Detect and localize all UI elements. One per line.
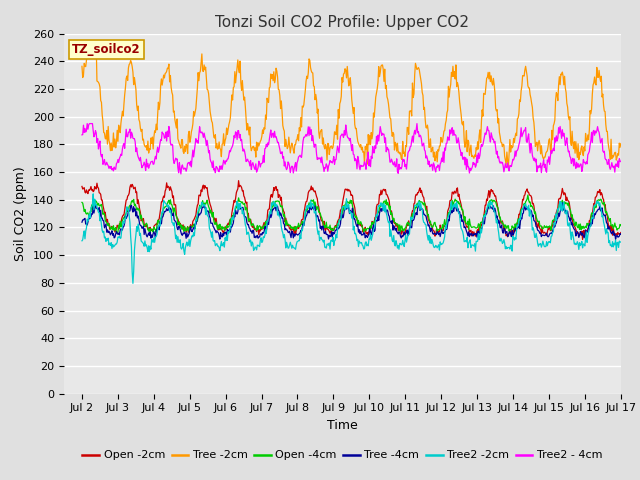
Text: TZ_soilco2: TZ_soilco2 — [72, 43, 141, 56]
Tree -2cm — [227, 104, 235, 110]
Tree2 -2cm — [617, 240, 625, 245]
Tree -2cm — [144, 138, 152, 144]
Line: Open -4cm: Open -4cm — [82, 195, 621, 233]
Tree2 - 4cm — [88, 120, 96, 126]
Open -2cm — [617, 230, 625, 236]
Tree2 - 4cm — [144, 161, 152, 167]
Tree -4cm — [417, 206, 424, 212]
Open -2cm — [198, 189, 205, 194]
Tree2 - 4cm — [177, 171, 185, 177]
Tree -2cm — [617, 141, 625, 146]
Tree2 -2cm — [228, 215, 236, 220]
Tree -4cm — [198, 206, 205, 212]
X-axis label: Time: Time — [327, 419, 358, 432]
Open -4cm — [199, 198, 207, 204]
Tree -4cm — [227, 229, 234, 235]
Line: Tree2 -2cm: Tree2 -2cm — [82, 194, 621, 283]
Tree2 - 4cm — [83, 120, 91, 126]
Open -4cm — [433, 229, 441, 235]
Tree -2cm — [78, 63, 86, 69]
Open -4cm — [88, 202, 95, 208]
Open -2cm — [433, 227, 441, 232]
Tree2 -2cm — [78, 238, 86, 244]
Tree2 - 4cm — [228, 144, 236, 150]
Open -2cm — [88, 187, 95, 193]
Tree -2cm — [199, 68, 207, 74]
Tree -4cm — [617, 231, 625, 237]
Tree2 -2cm — [88, 204, 95, 210]
Tree -4cm — [612, 236, 620, 242]
Tree -4cm — [78, 219, 86, 225]
Open -2cm — [418, 187, 426, 193]
Open -4cm — [78, 200, 86, 205]
Tree -2cm — [88, 42, 96, 48]
Legend: Open -2cm, Tree -2cm, Open -4cm, Tree -4cm, Tree2 -2cm, Tree2 - 4cm: Open -2cm, Tree -2cm, Open -4cm, Tree -4… — [78, 446, 607, 465]
Open -4cm — [143, 222, 151, 228]
Tree2 - 4cm — [434, 162, 442, 168]
Tree2 - 4cm — [78, 132, 86, 138]
Tree -2cm — [433, 159, 441, 165]
Open -4cm — [227, 222, 235, 228]
Open -2cm — [143, 224, 151, 230]
Tree2 - 4cm — [200, 134, 207, 140]
Line: Tree2 - 4cm: Tree2 - 4cm — [82, 123, 621, 174]
Tree2 -2cm — [419, 205, 426, 211]
Tree2 - 4cm — [419, 143, 426, 149]
Tree2 -2cm — [129, 280, 137, 286]
Open -2cm — [227, 216, 234, 222]
Tree2 -2cm — [200, 203, 207, 209]
Tree -2cm — [504, 164, 512, 170]
Tree2 -2cm — [434, 243, 442, 249]
Open -4cm — [524, 192, 532, 198]
Open -4cm — [147, 230, 154, 236]
Tree2 -2cm — [90, 191, 97, 197]
Tree -2cm — [86, 42, 93, 48]
Tree2 - 4cm — [617, 159, 625, 165]
Tree -4cm — [433, 231, 440, 237]
Y-axis label: Soil CO2 (ppm): Soil CO2 (ppm) — [15, 166, 28, 261]
Open -2cm — [78, 183, 86, 189]
Open -4cm — [418, 199, 426, 204]
Tree -4cm — [143, 234, 151, 240]
Open -2cm — [579, 237, 586, 242]
Tree -4cm — [88, 211, 95, 216]
Line: Tree -2cm: Tree -2cm — [82, 45, 621, 167]
Title: Tonzi Soil CO2 Profile: Upper CO2: Tonzi Soil CO2 Profile: Upper CO2 — [216, 15, 469, 30]
Line: Open -2cm: Open -2cm — [82, 180, 621, 240]
Line: Tree -4cm: Tree -4cm — [82, 203, 621, 239]
Tree -2cm — [418, 81, 426, 86]
Tree2 -2cm — [145, 243, 152, 249]
Tree -4cm — [559, 200, 566, 205]
Open -2cm — [235, 178, 243, 183]
Open -4cm — [617, 223, 625, 228]
